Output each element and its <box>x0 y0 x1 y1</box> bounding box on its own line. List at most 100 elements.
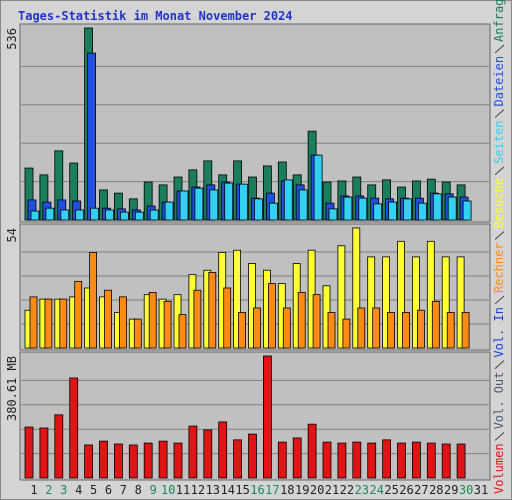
legend-label: Seiten <box>492 121 506 164</box>
bar <box>194 187 204 221</box>
bar <box>218 421 228 479</box>
bar <box>382 256 391 349</box>
x-tick-label: 4 <box>75 483 82 497</box>
bar <box>188 425 198 479</box>
bar <box>426 240 435 349</box>
bar <box>358 197 368 221</box>
bar <box>312 294 321 349</box>
x-tick-label: 20 <box>310 483 324 497</box>
legend-label: Dateien <box>492 56 506 107</box>
legend-separator <box>494 166 505 176</box>
bar <box>114 443 123 479</box>
legend-label: Volumen <box>492 443 506 494</box>
bar <box>179 190 189 221</box>
bar <box>87 52 96 221</box>
bar <box>367 442 377 479</box>
x-tick-label: 15 <box>235 483 249 497</box>
bar <box>119 296 127 349</box>
bar <box>59 298 68 349</box>
bar <box>148 292 157 349</box>
bar <box>277 441 287 479</box>
bar <box>417 202 427 221</box>
bar <box>238 312 247 349</box>
bar <box>461 312 470 349</box>
bar <box>372 307 381 349</box>
bar <box>74 280 83 349</box>
bar <box>99 440 108 479</box>
bar <box>233 439 243 479</box>
x-tick-label: 31 <box>474 483 488 497</box>
bar <box>267 283 276 349</box>
bar <box>45 207 55 221</box>
bar <box>149 209 159 221</box>
legend-separator <box>494 295 505 305</box>
bar <box>298 189 308 221</box>
bar <box>282 307 291 349</box>
bar <box>397 442 406 479</box>
x-tick-label: 14 <box>220 483 234 497</box>
x-tick-label: 24 <box>369 483 383 497</box>
bar <box>462 200 472 221</box>
bar <box>403 198 412 221</box>
bar <box>253 307 261 349</box>
bar <box>203 429 213 479</box>
bar <box>208 272 217 349</box>
x-tick-label: 12 <box>191 483 205 497</box>
bar <box>397 240 405 349</box>
bar <box>223 287 232 349</box>
bar <box>382 439 392 479</box>
bar <box>297 292 306 349</box>
bar <box>143 442 153 479</box>
x-tick-label: 25 <box>384 483 398 497</box>
x-tick-label: 18 <box>280 483 294 497</box>
bar <box>262 355 272 479</box>
y-tick-label: 380.61 MB <box>5 356 19 421</box>
bar <box>105 209 114 221</box>
bar <box>357 307 366 349</box>
bar <box>373 203 383 221</box>
x-tick-label: 2 <box>45 483 52 497</box>
legend-label: Vol. In <box>492 307 506 358</box>
x-tick-label: 19 <box>295 483 309 497</box>
bar <box>75 209 85 221</box>
bar <box>60 209 70 221</box>
bar <box>224 182 234 221</box>
bar <box>446 312 455 349</box>
x-tick-label: 16 <box>250 483 264 497</box>
legend-separator <box>494 109 505 118</box>
bar <box>30 210 40 221</box>
bar <box>178 314 187 349</box>
x-tick-label: 30 <box>459 483 473 497</box>
bar <box>84 444 93 479</box>
bar <box>44 298 53 349</box>
legend-label: Vol. Out <box>492 372 506 430</box>
bar <box>193 289 202 349</box>
bar <box>456 256 465 349</box>
y-tick-label: 536 <box>5 28 19 50</box>
bar <box>128 444 138 479</box>
bar <box>327 312 336 349</box>
x-tick-label: 5 <box>90 483 97 497</box>
x-tick-label: 10 <box>161 483 175 497</box>
chart-title: Tages-Statistik im Monat November 2024 <box>18 9 293 23</box>
x-tick-label: 7 <box>120 483 127 497</box>
x-tick-label: 22 <box>340 483 354 497</box>
x-tick-label: 29 <box>444 483 458 497</box>
legend-separator <box>494 360 505 369</box>
legend-label: Besuche <box>492 178 506 229</box>
bar <box>352 227 361 349</box>
bar <box>322 441 332 479</box>
bar <box>24 426 34 479</box>
x-tick-label: 26 <box>399 483 413 497</box>
bar <box>447 196 457 221</box>
bar <box>163 300 172 349</box>
x-tick-label: 9 <box>150 483 157 497</box>
y-tick-label: 54 <box>5 228 19 242</box>
bar <box>248 433 257 479</box>
legend-separator <box>494 432 505 441</box>
bar <box>411 441 421 479</box>
bar <box>337 245 346 349</box>
bar <box>402 312 410 349</box>
bar <box>441 443 451 479</box>
